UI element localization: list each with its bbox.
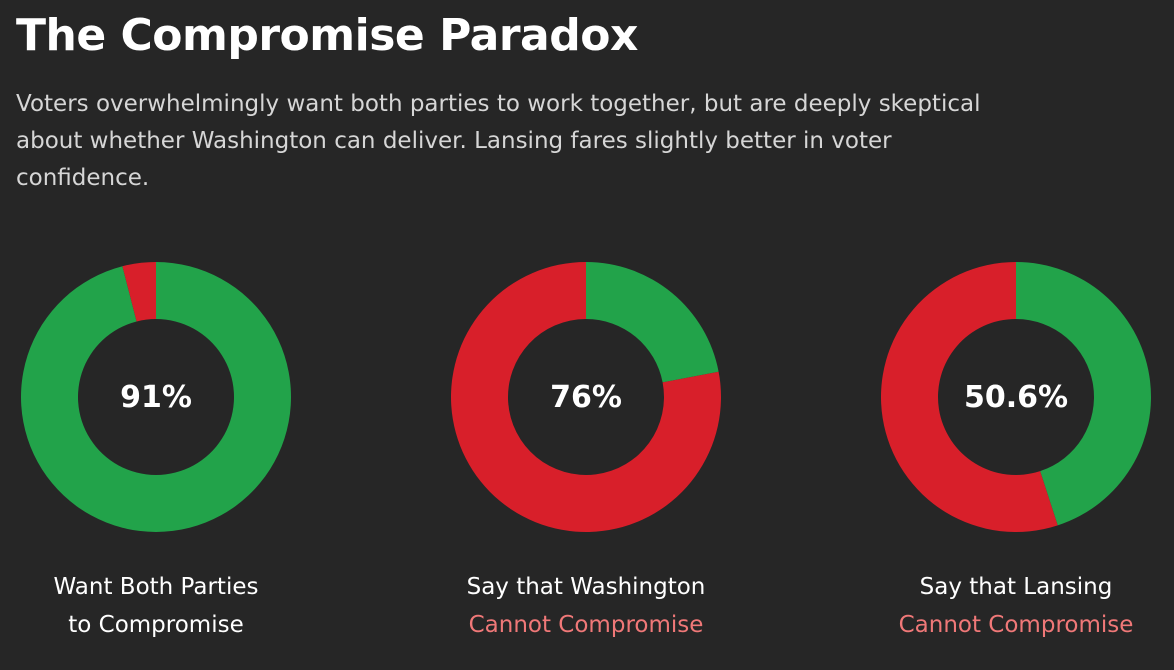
donut-slice-1 (21, 262, 291, 532)
caption-line-2: Cannot Compromise (898, 612, 1134, 638)
page-subtitle: Voters overwhelmingly want both parties … (16, 91, 981, 191)
caption-line-2: Cannot Compromise (468, 612, 704, 638)
donut-slice-1 (1016, 262, 1151, 526)
donut-chart-washington: 76% (451, 262, 721, 532)
donut-caption: Say that Lansing Cannot Compromise (856, 568, 1174, 644)
donut-center-label: 91% (120, 379, 192, 415)
caption-line-1: Say that Lansing (919, 574, 1113, 600)
caption-line-1: Say that Washington (466, 574, 706, 600)
donut-svg (21, 262, 291, 532)
donut-slice-2 (881, 262, 1058, 532)
caption-line-1: Want Both Parties (53, 574, 259, 600)
donut-chart-lansing: 50.6% (881, 262, 1151, 532)
donut-center-label: 50.6% (963, 379, 1069, 415)
donut-slice-2 (451, 262, 721, 532)
caption-line-2: to Compromise (68, 612, 244, 638)
donut-slice-1 (586, 262, 719, 383)
donut-center-label: 76% (550, 379, 622, 415)
page-title: The Compromise Paradox (16, 10, 638, 61)
donut-chart-want-compromise: 91% (21, 262, 291, 532)
donut-svg (881, 262, 1151, 532)
donut-slice-2 (122, 262, 156, 322)
donut-caption: Want Both Parties to Compromise (0, 568, 316, 644)
donut-caption: Say that Washington Cannot Compromise (426, 568, 746, 644)
donut-svg (451, 262, 721, 532)
